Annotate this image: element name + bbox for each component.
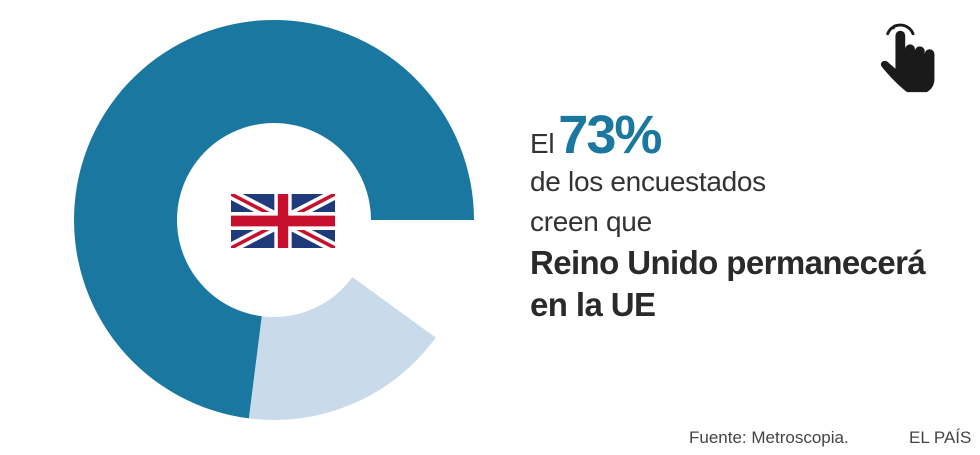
donut-chart <box>73 20 474 420</box>
headline-line2: de los encuestados <box>530 166 766 197</box>
donut-slice-3 <box>352 220 474 338</box>
hand-pointer-icon[interactable] <box>874 20 952 98</box>
headline-percent: 73% <box>558 105 662 165</box>
donut-slice-2 <box>248 277 436 420</box>
donut-slice-1 <box>73 20 474 419</box>
headline-prefix: El <box>530 128 555 159</box>
source-credit: Fuente: Metroscopia. <box>689 428 849 447</box>
uk-flag-icon <box>231 194 335 248</box>
brand-credit: EL PAÍS <box>909 428 972 447</box>
headline-bold1: Reino Unido permanecerá <box>530 244 926 281</box>
headline-bold2: en la UE <box>530 286 656 323</box>
headline-line3: creen que <box>530 206 652 237</box>
headline: El 73% de los encuestados creen que Rein… <box>530 104 970 326</box>
